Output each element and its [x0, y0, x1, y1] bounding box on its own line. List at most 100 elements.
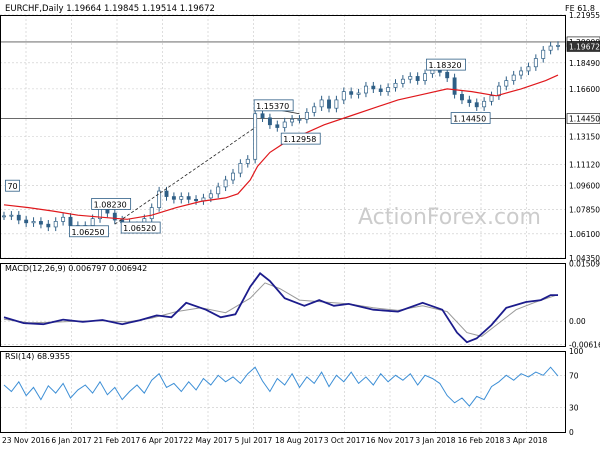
candle-body — [194, 199, 197, 200]
candle-body — [39, 221, 42, 224]
price-annotation-label: 1.12958 — [283, 135, 316, 144]
candle-body — [305, 112, 308, 119]
candle-body — [61, 217, 64, 221]
price-y-tick: 1.11120 — [569, 161, 600, 170]
x-tick-label: 16 Nov 2017 — [366, 436, 414, 445]
candle-body — [483, 101, 486, 107]
candle-body — [47, 224, 50, 227]
candle-body — [401, 79, 404, 83]
candle-body — [283, 122, 286, 128]
candle-body — [387, 87, 390, 91]
macd-y-tick: 0.00 — [569, 317, 586, 326]
macd-title: MACD(12,26,9) 0.006797 0.006942 — [5, 264, 147, 273]
candle-body — [2, 216, 5, 217]
macd-y-tick: 0.015092 — [569, 259, 600, 268]
candle-body — [416, 76, 419, 80]
x-tick-label: 21 Feb 2017 — [94, 436, 141, 445]
candle-body — [549, 46, 552, 50]
x-tick-label: 23 Nov 2016 — [2, 436, 50, 445]
candle-body — [231, 173, 234, 180]
candle-body — [261, 114, 264, 118]
price-annotation-label: 1.14450 — [453, 115, 486, 124]
candle-body — [10, 215, 13, 216]
candle-body — [372, 86, 375, 89]
candle-body — [217, 187, 220, 194]
candle-body — [276, 125, 279, 128]
x-tick-label: 3 Apr 2018 — [506, 436, 548, 445]
candle-body — [150, 208, 153, 219]
candle-body — [350, 92, 353, 95]
candle-body — [357, 93, 360, 94]
candle-body — [187, 197, 190, 200]
candle-body — [556, 45, 559, 46]
candle-body — [394, 83, 397, 87]
x-tick-label: 3 Jan 2018 — [415, 436, 455, 445]
candle-body — [468, 100, 471, 103]
candle-body — [239, 163, 242, 173]
candle-body — [298, 119, 301, 120]
candle-body — [534, 58, 537, 66]
price-y-tick: 1.09600 — [569, 182, 600, 191]
x-tick-label: 16 Feb 2018 — [458, 436, 505, 445]
candle-body — [209, 194, 212, 198]
candle-body — [91, 219, 94, 226]
price-annotation-label: 1.18320 — [429, 61, 462, 70]
price-annotation-label: 1.08230 — [94, 200, 127, 209]
x-tick-label: 6 Apr 2017 — [142, 436, 184, 445]
price-annotation-label: 70 — [7, 182, 17, 191]
candle-body — [453, 78, 456, 95]
rsi-y-tick: 100 — [569, 347, 584, 356]
candle-body — [505, 81, 508, 87]
price-y-tick: 1.19672 — [569, 42, 600, 51]
watermark-text: ActionForex.com — [358, 205, 541, 230]
candle-body — [475, 103, 478, 107]
candle-body — [224, 180, 227, 187]
rsi-y-tick: 70 — [569, 371, 579, 380]
price-y-tick: 1.16600 — [569, 85, 600, 94]
fe-corner-label: FE 61.8 — [565, 4, 595, 13]
candle-body — [165, 191, 168, 197]
candle-body — [54, 221, 57, 227]
candle-body — [327, 100, 330, 108]
rsi-y-tick: 30 — [569, 404, 579, 413]
candle-body — [519, 71, 522, 75]
candle-body — [17, 215, 20, 220]
x-tick-label: 6 Jan 2017 — [51, 436, 91, 445]
candle-body — [254, 114, 257, 160]
candle-body — [172, 197, 175, 200]
candle-body — [512, 75, 515, 81]
candle-body — [158, 191, 161, 208]
candle-body — [542, 50, 545, 58]
candle-body — [313, 107, 316, 113]
candle-body — [409, 76, 412, 79]
symbol-header: EURCHF,Daily 1.19664 1.19845 1.19514 1.1… — [5, 4, 215, 14]
candle-body — [364, 86, 367, 93]
candle-body — [290, 119, 293, 122]
x-tick-label: 22 May 2017 — [184, 436, 233, 445]
candle-body — [246, 159, 249, 163]
candle-body — [342, 92, 345, 100]
price-y-tick: 1.18490 — [569, 59, 600, 68]
price-annotation-label: 1.15370 — [256, 102, 289, 111]
price-y-tick: 1.07850 — [569, 206, 600, 215]
candle-body — [460, 94, 463, 100]
candle-body — [25, 220, 28, 223]
price-annotation-label: 1.06520 — [123, 224, 156, 233]
candle-body — [423, 74, 426, 81]
candle-body — [268, 118, 271, 125]
candle-body — [335, 100, 338, 108]
candle-body — [180, 197, 183, 200]
x-tick-label: 5 Jul 2017 — [235, 436, 273, 445]
candle-body — [490, 96, 493, 102]
price-annotation-label: 1.06250 — [71, 228, 104, 237]
price-y-tick: 1.06100 — [569, 230, 600, 239]
candle-body — [113, 213, 116, 220]
candle-body — [527, 67, 530, 71]
candle-body — [32, 221, 35, 222]
x-tick-label: 18 Aug 2017 — [275, 436, 323, 445]
x-tick-label: 3 Oct 2017 — [324, 436, 366, 445]
candle-body — [446, 72, 449, 78]
candle-body — [320, 100, 323, 107]
